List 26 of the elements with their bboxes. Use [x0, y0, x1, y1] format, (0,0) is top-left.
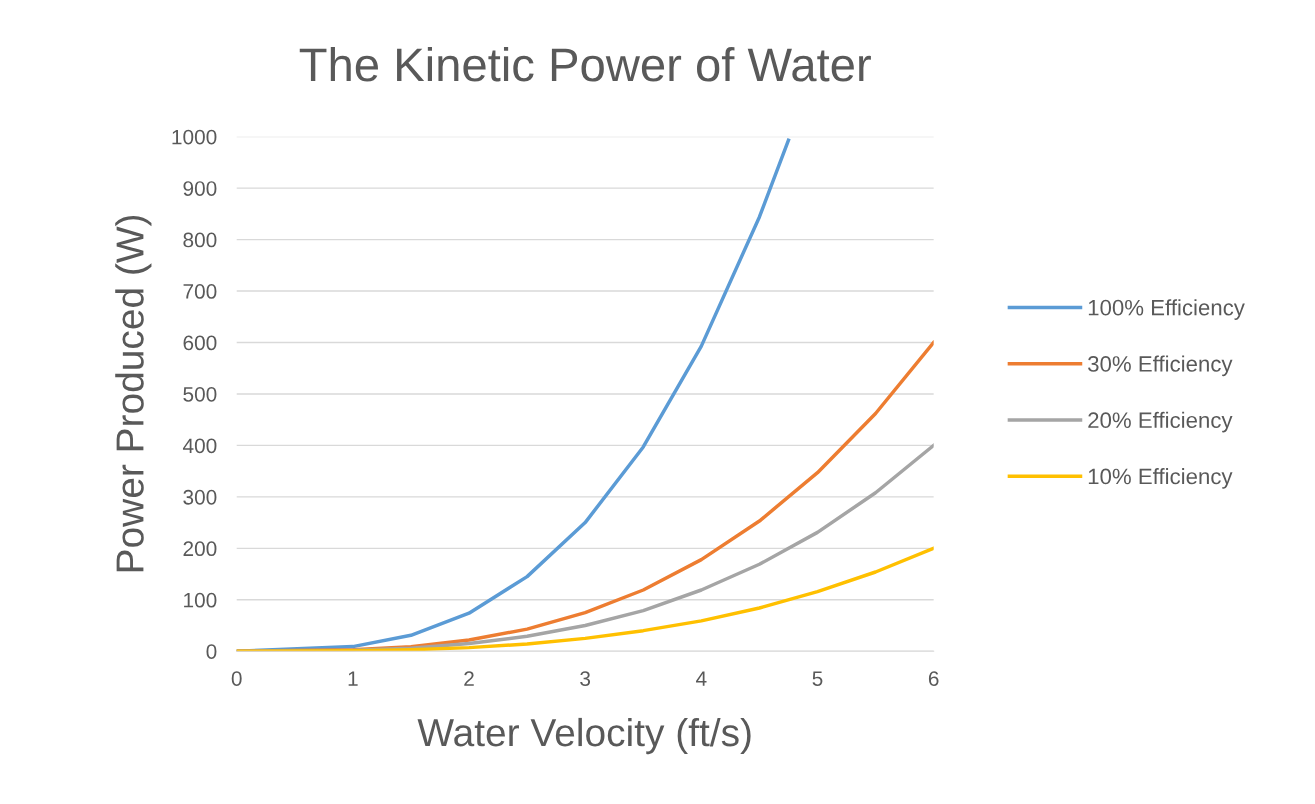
legend-label: 20% Efficiency: [1088, 411, 1233, 433]
y-tick-label: 800: [183, 232, 217, 248]
legend-label: 100% Efficiency: [1088, 299, 1245, 320]
y-tick-label: 400: [182, 438, 217, 454]
x-tick-label: 6: [928, 671, 939, 686]
y-tick-label: 600: [183, 335, 217, 351]
chart-title: The Kinetic Power of Water: [299, 46, 871, 82]
y-tick-label: 100: [184, 592, 217, 608]
y-tick-label: 1000: [172, 129, 217, 145]
y-tick-label: 500: [183, 386, 217, 402]
x-axis-title: Water Velocity (ft/s): [417, 717, 751, 755]
legend-label: 30% Efficiency: [1088, 355, 1233, 377]
x-tick-label: 5: [812, 671, 823, 686]
y-tick-label: 300: [183, 489, 217, 505]
y-tick-label: 700: [183, 284, 217, 299]
x-tick-label: 4: [696, 671, 707, 686]
legend-label: 10% Efficiency: [1088, 468, 1233, 489]
x-tick-label: 0: [231, 671, 242, 686]
x-tick-label: 3: [580, 671, 591, 686]
y-tick-label: 200: [183, 541, 217, 557]
line-series: [236, 546, 934, 652]
x-tick-label: 1: [348, 671, 358, 686]
y-axis-title: Power Produced (W): [115, 215, 152, 572]
y-tick-label: 0: [206, 644, 217, 659]
y-tick-label: 900: [183, 181, 217, 196]
x-tick-label: 2: [464, 671, 474, 686]
